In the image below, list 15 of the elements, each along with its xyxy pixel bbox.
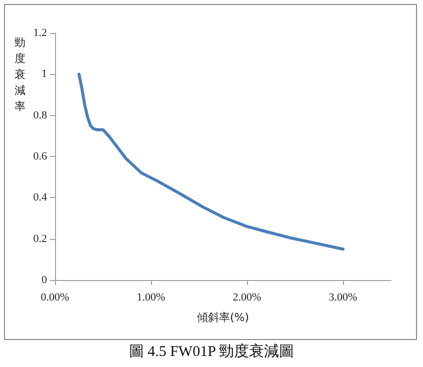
- y-tick-label: 1: [42, 68, 47, 80]
- x-tick-label: 0.00%: [40, 292, 70, 304]
- y-axis-title: 勁度衰減率: [14, 35, 26, 115]
- line-series: [78, 72, 344, 251]
- text: 圖 4.5 FW01P 勁度衰減圖: [128, 342, 296, 361]
- x-axis-title: 傾斜率(%): [196, 311, 250, 324]
- x-tick-label: 3.00%: [328, 292, 358, 304]
- y-tick-label: 0.8: [33, 109, 48, 122]
- y-tick-label: 0.6: [33, 150, 48, 162]
- y-tick-label: 0.4: [33, 192, 48, 204]
- y-tick-label: 0: [42, 274, 48, 286]
- y-tick-label: 0.2: [33, 232, 47, 245]
- x-tick-label: 1.00%: [136, 292, 166, 304]
- x-tick-label: 2.00%: [232, 292, 262, 304]
- y-tick-label: 1.2: [33, 27, 47, 39]
